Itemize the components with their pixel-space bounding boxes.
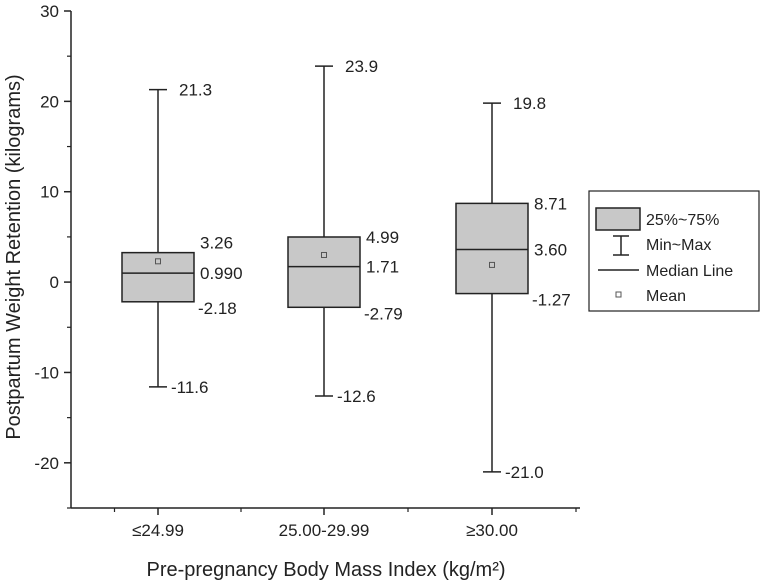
mean-marker — [321, 251, 327, 258]
data-label-q3: 3.26 — [200, 234, 233, 253]
data-label-q1: -1.27 — [532, 291, 571, 310]
data-label-max: 19.8 — [513, 94, 546, 113]
legend-label-mean: Mean — [646, 288, 686, 305]
data-label-max: 23.9 — [345, 57, 378, 76]
iqr-box — [455, 202, 529, 295]
y-tick-label: -10 — [34, 363, 59, 382]
y-tick-label: 10 — [40, 183, 59, 202]
legend-label-median: Median Line — [646, 263, 733, 280]
y-axis-title: Postpartum Weight Retention (kilograms) — [3, 74, 25, 439]
legend-label-minmax: Min~Max — [646, 237, 711, 254]
y-tick-label: -20 — [34, 454, 59, 473]
y-ticks: -20 -10 0 10 20 30 — [34, 2, 71, 509]
data-label-q1: -2.18 — [198, 299, 237, 318]
box-group: 19.8 8.71 3.60 -1.27 -21.0 — [455, 94, 571, 482]
y-tick-label: 20 — [40, 92, 59, 111]
y-tick-label: 30 — [40, 2, 59, 21]
x-tick-label: ≥30.00 — [466, 521, 518, 540]
legend-label-box: 25%~75% — [646, 212, 719, 229]
data-label-median: 3.60 — [534, 241, 567, 260]
data-label-q3: 8.71 — [534, 194, 567, 213]
x-ticks: ≤24.99 25.00-29.99 ≥30.00 — [113, 508, 577, 540]
iqr-box — [121, 251, 195, 303]
data-label-median: 0.990 — [200, 264, 243, 283]
legend: 25%~75% Min~Max Median Line Mean — [588, 190, 760, 312]
legend-mean-swatch — [615, 291, 622, 298]
x-axis-title: Pre-pregnancy Body Mass Index (kg/m²) — [146, 559, 505, 581]
iqr-box — [287, 236, 361, 309]
data-label-min: -21.0 — [505, 463, 544, 482]
legend-box-swatch — [595, 207, 641, 231]
data-label-min: -12.6 — [337, 387, 376, 406]
data-label-median: 1.71 — [366, 258, 399, 277]
y-tick-label: 0 — [50, 273, 59, 292]
mean-marker — [155, 258, 161, 265]
x-tick-label: ≤24.99 — [132, 521, 184, 540]
data-label-q1: -2.79 — [364, 304, 403, 323]
box-group: 23.9 4.99 1.71 -2.79 -12.6 — [287, 57, 403, 406]
data-label-q3: 4.99 — [366, 228, 399, 247]
mean-marker — [489, 261, 495, 268]
box-group: 21.3 3.26 0.990 -2.18 -11.6 — [121, 81, 243, 397]
data-label-max: 21.3 — [179, 81, 212, 100]
boxes: 21.3 3.26 0.990 -2.18 -11.6 23.9 4.99 1.71 -2.79… — [121, 57, 571, 482]
data-label-min: -11.6 — [171, 378, 209, 397]
x-tick-label: 25.00-29.99 — [279, 521, 370, 540]
